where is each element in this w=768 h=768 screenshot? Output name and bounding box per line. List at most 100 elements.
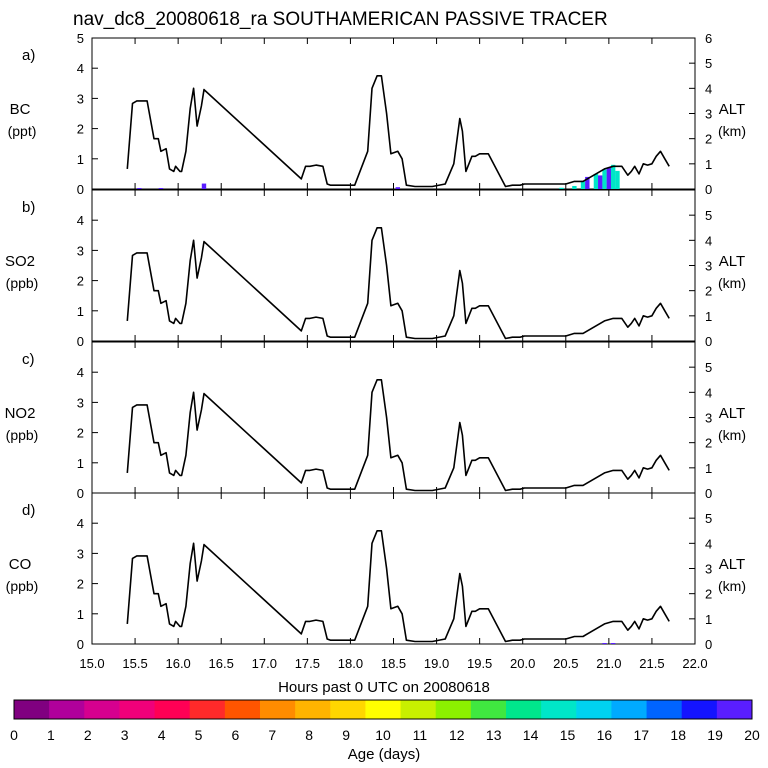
data-bar <box>585 176 590 189</box>
y-axis-label-left: NO2 <box>5 405 36 422</box>
x-tick-label: 16.5 <box>209 656 234 671</box>
colorbar-tick-label: 19 <box>707 727 723 743</box>
colorbar-swatch <box>646 700 683 719</box>
y-tick-label-left: 2 <box>77 274 84 289</box>
y-tick-label-left: 5 <box>77 31 84 46</box>
colorbar-swatch <box>330 700 366 719</box>
data-bar <box>598 175 603 189</box>
colorbar-swatch <box>224 700 261 719</box>
y-tick-label-left: 0 <box>77 637 84 652</box>
x-axis-label: Hours past 0 UTC on 20080618 <box>278 679 490 696</box>
y-tick-label-left: 1 <box>77 456 84 471</box>
panel-2: 0 1 2 3 4 0 1 2 3 4 5 b) SO2 (ppb) ALT (km) <box>5 189 746 349</box>
y-tick-label-right: 5 <box>705 360 712 375</box>
y-tick-label-right: 3 <box>705 107 712 122</box>
y-axis-unit-right: (km) <box>718 427 746 443</box>
panel-label: b) <box>22 199 35 216</box>
y-axis-unit-right: (km) <box>718 275 746 291</box>
y-tick-label-left: 2 <box>77 577 84 592</box>
data-bar <box>395 187 401 189</box>
y-tick-label-left: 4 <box>77 213 84 228</box>
y-axis-unit-left: (ppb) <box>6 427 39 443</box>
x-tick-label: 21.0 <box>596 656 621 671</box>
y-tick-label-left: 0 <box>77 486 84 501</box>
y-axis-label-left: BC <box>10 101 31 118</box>
colorbar-tick-label: 9 <box>342 727 350 743</box>
colorbar-swatch <box>541 700 577 719</box>
panel-4: 0 1 2 3 4 0 1 2 3 4 5 15.0 15.5 16.0 16.5 17.0 17.5 18.0 1… <box>6 492 746 671</box>
y-tick-label-left: 2 <box>77 426 84 441</box>
colorbar-tick-label: 15 <box>560 727 576 743</box>
y-tick-label-right: 1 <box>705 157 712 172</box>
data-bar <box>615 170 620 189</box>
data-bar <box>593 173 599 189</box>
colorbar-swatch <box>154 700 191 719</box>
colorbar-swatch <box>681 700 718 719</box>
y-axis-unit-left: (ppb) <box>6 275 39 291</box>
y-tick-label-right: 4 <box>705 385 712 400</box>
colorbar-swatch <box>14 700 50 719</box>
y-axis-label-right: ALT <box>719 405 745 422</box>
data-bar <box>610 164 616 189</box>
y-tick-label-left: 4 <box>77 61 84 76</box>
y-tick-label-right: 4 <box>705 81 712 96</box>
colorbar-swatch <box>611 700 648 719</box>
data-bar <box>158 188 164 189</box>
y-tick-label-left: 3 <box>77 91 84 106</box>
y-tick-label-right: 1 <box>705 612 712 627</box>
panel-label: a) <box>22 47 35 64</box>
y-tick-label-right: 0 <box>705 334 712 349</box>
y-tick-label-right: 6 <box>705 31 712 46</box>
y-tick-label-left: 0 <box>77 182 84 197</box>
x-tick-label: 20.5 <box>553 656 578 671</box>
colorbar-frame <box>13 699 753 720</box>
data-bar <box>602 169 607 189</box>
altitude-line <box>126 227 670 340</box>
x-tick-label: 17.5 <box>295 656 320 671</box>
data-bar <box>606 167 612 189</box>
y-tick-label-right: 2 <box>705 587 712 602</box>
x-tick-label: 19.0 <box>424 656 449 671</box>
y-tick-label-left: 1 <box>77 152 84 167</box>
y-tick-label-right: 1 <box>705 309 712 324</box>
y-tick-label-right: 4 <box>705 233 712 248</box>
x-tick-label: 21.5 <box>639 656 664 671</box>
data-bar <box>559 187 564 189</box>
y-tick-label-right: 5 <box>705 208 712 223</box>
altitude-line <box>126 530 670 643</box>
colorbar-tick-label: 0 <box>10 727 18 743</box>
y-axis-label-right: ALT <box>719 253 745 270</box>
colorbar-swatch <box>84 700 120 719</box>
y-tick-label-right: 0 <box>705 182 712 197</box>
colorbar-tick-label: 10 <box>375 727 391 743</box>
colorbar-swatch <box>506 700 542 719</box>
y-tick-label-right: 1 <box>705 461 712 476</box>
y-axis-unit-left: (ppt) <box>8 123 37 139</box>
colorbar-tick-label: 14 <box>523 727 539 743</box>
colorbar-tick-label: 6 <box>232 727 240 743</box>
panel-label: d) <box>22 502 35 519</box>
colorbar-tick-label: 16 <box>597 727 613 743</box>
x-tick-label: 15.0 <box>79 656 104 671</box>
colorbar-swatch <box>295 700 331 719</box>
y-tick-label-right: 4 <box>705 536 712 551</box>
y-tick-label-left: 3 <box>77 395 84 410</box>
y-tick-label-right: 5 <box>705 56 712 71</box>
y-tick-label-left: 4 <box>77 365 84 380</box>
x-tick-label: 18.0 <box>338 656 363 671</box>
colorbar-swatch <box>716 700 753 719</box>
colorbar-tick-label: 8 <box>305 727 313 743</box>
data-bar <box>201 183 207 189</box>
y-tick-label-left: 1 <box>77 304 84 319</box>
y-tick-label-left: 3 <box>77 546 84 561</box>
altitude-line <box>126 379 670 492</box>
colorbar-tick-label: 13 <box>486 727 502 743</box>
y-axis-label-left: SO2 <box>5 253 35 270</box>
y-tick-label-left: 0 <box>77 334 84 349</box>
y-axis-unit-right: (km) <box>718 123 746 139</box>
panel-3: 0 1 2 3 4 0 1 2 3 4 5 c) NO2 (ppb) ALT (km) <box>5 341 746 501</box>
data-bar <box>572 185 577 189</box>
colorbar-tick-label: 5 <box>195 727 203 743</box>
y-tick-label-left: 2 <box>77 122 84 137</box>
